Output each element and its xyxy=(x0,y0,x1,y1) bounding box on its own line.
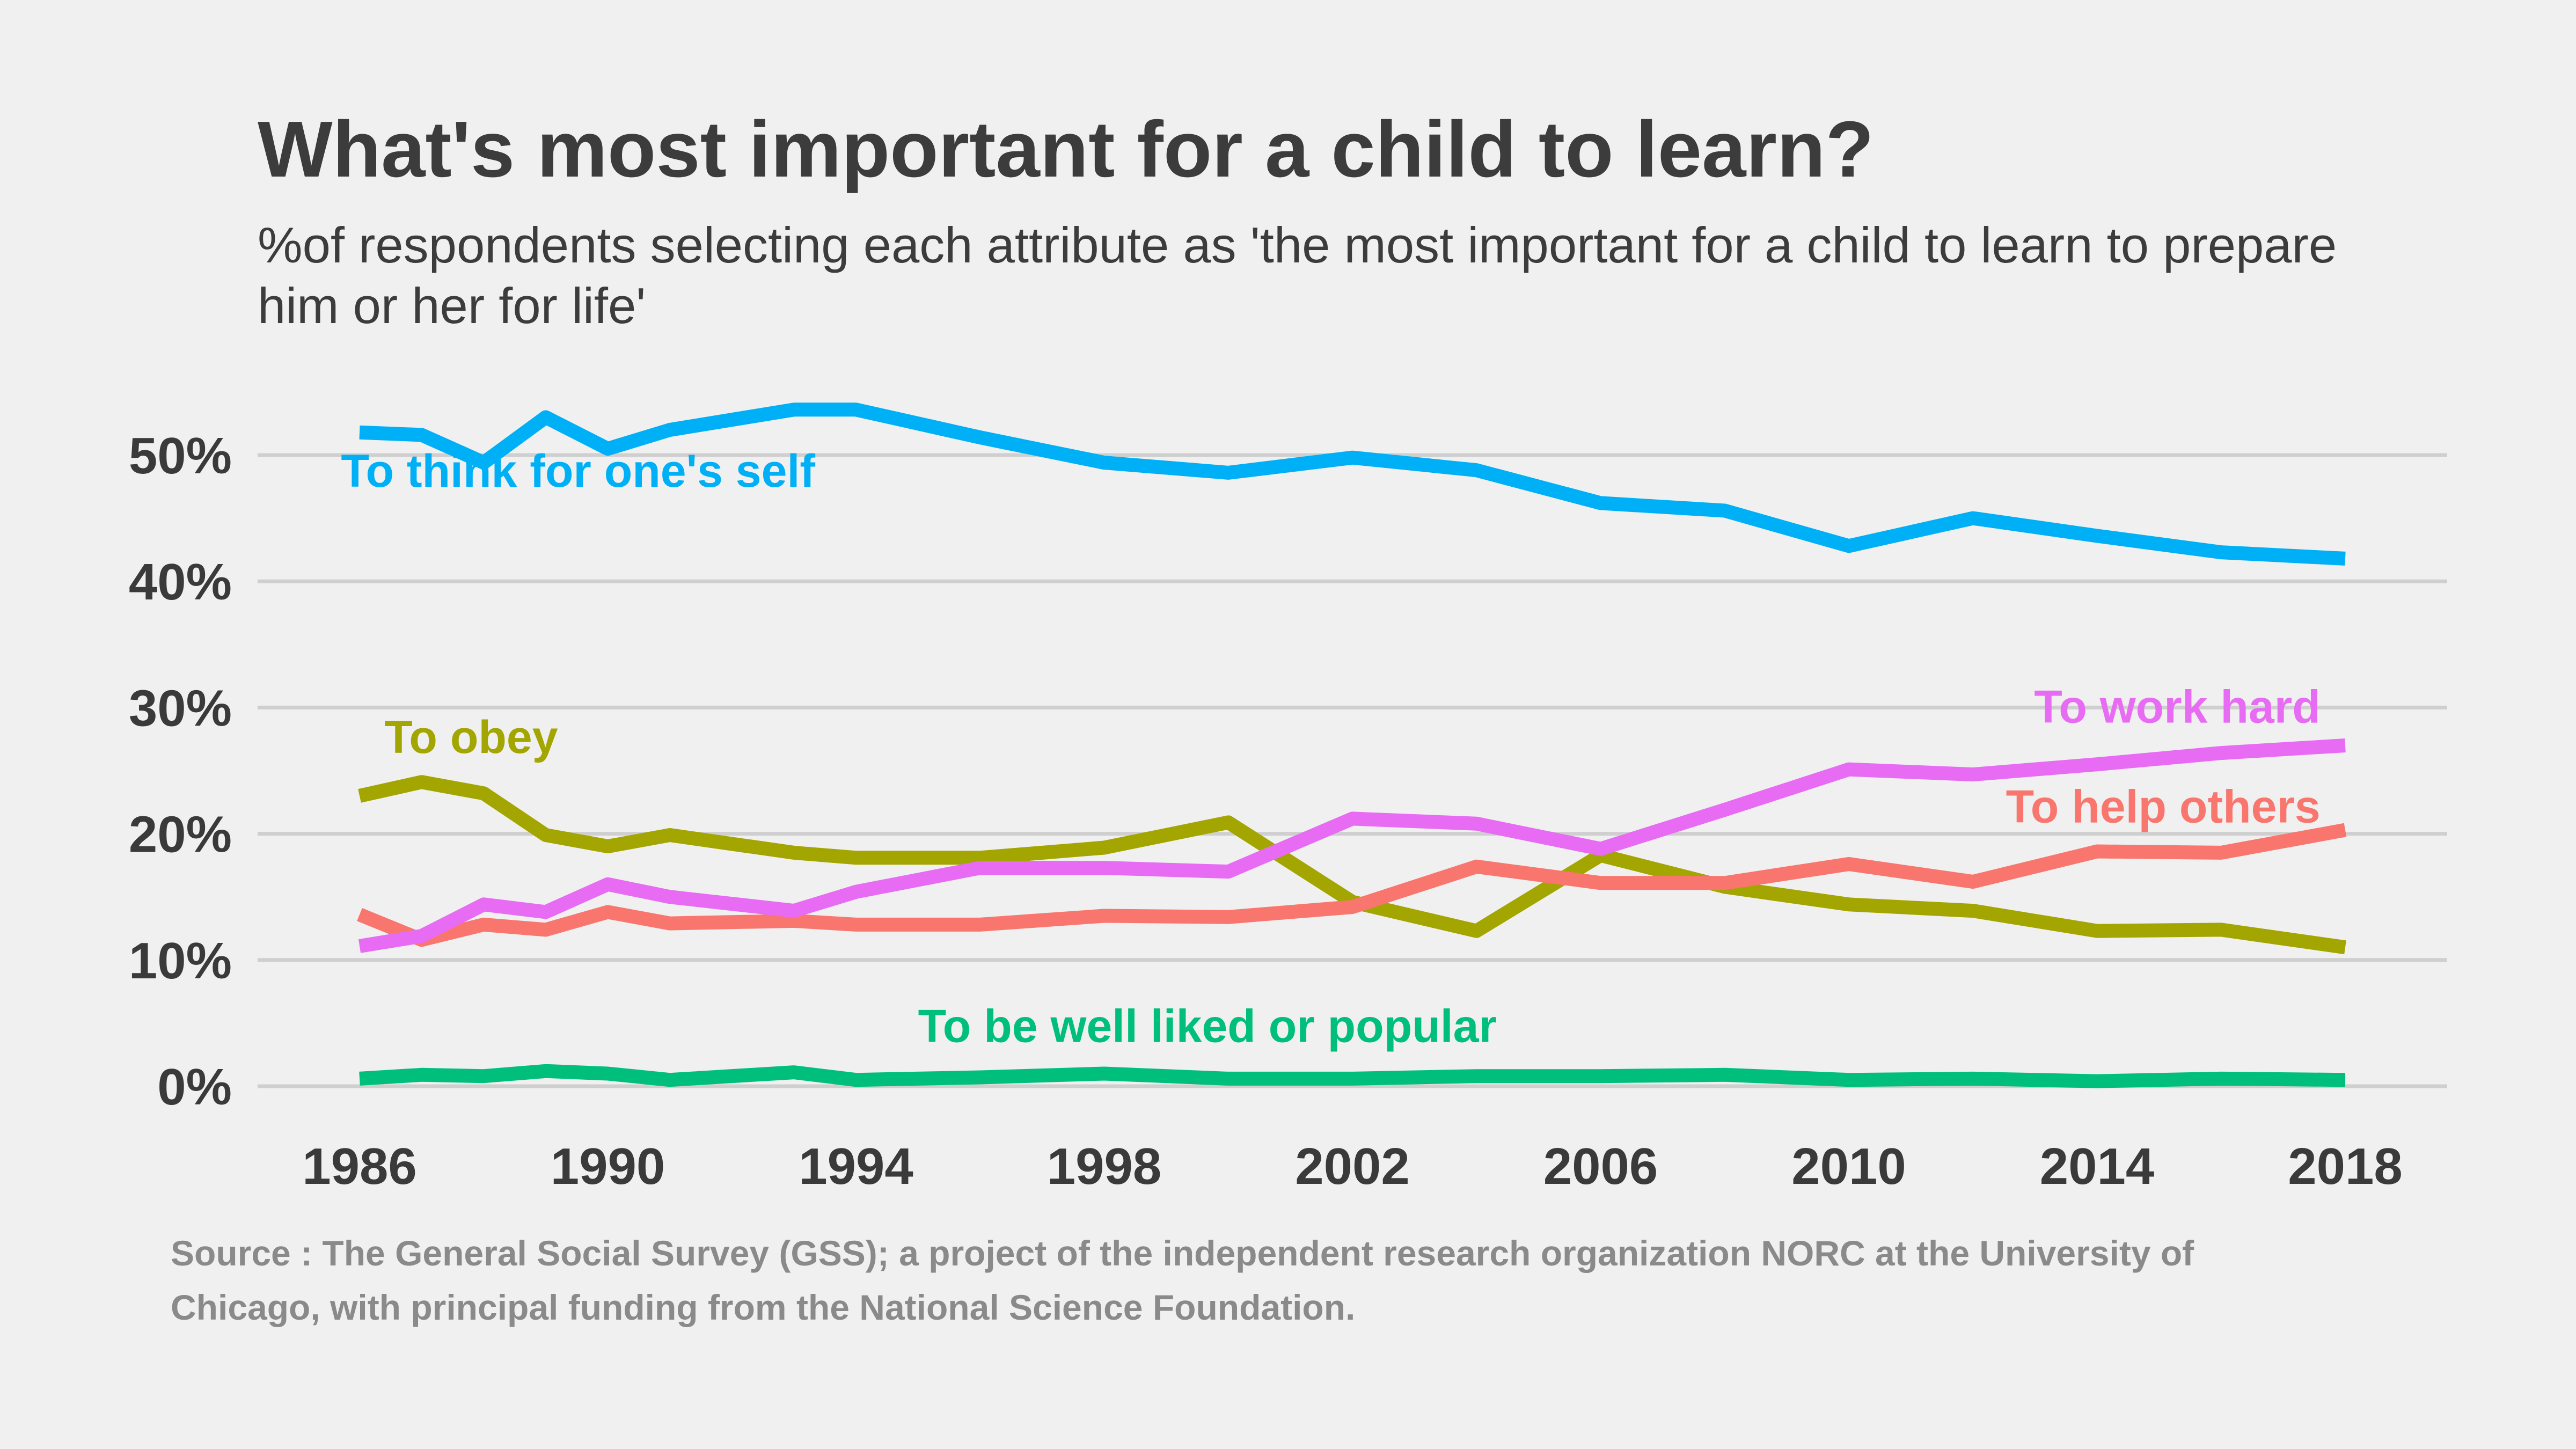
y-tick-label: 20% xyxy=(129,806,232,863)
series-line-4 xyxy=(359,1064,2346,1088)
series-label-3: To obey xyxy=(384,712,558,763)
y-tick-label: 50% xyxy=(129,427,232,485)
chart-title: What's most important for a child to lea… xyxy=(258,105,1874,194)
gridlines xyxy=(258,453,2447,1088)
y-axis-tick-labels: 0% 10% 20% 30% 40% 50% xyxy=(129,427,232,1116)
x-tick-label: 2006 xyxy=(1543,1138,1658,1195)
series-label-2: To help others xyxy=(2006,781,2321,832)
series-direct-labels: To think for one's self To work hard To he… xyxy=(341,445,2320,1052)
y-tick-label: 10% xyxy=(129,932,232,990)
x-tick-label: 2002 xyxy=(1295,1138,1410,1195)
x-tick-label: 2014 xyxy=(2040,1138,2155,1195)
series-lines xyxy=(357,402,2347,1088)
x-tick-label: 1998 xyxy=(1047,1138,1162,1195)
series-line-1 xyxy=(358,738,2346,953)
x-tick-label: 2018 xyxy=(2288,1138,2403,1195)
series-label-1: To work hard xyxy=(2034,682,2321,733)
chart-subtitle: %of respondents selecting each attribute… xyxy=(258,217,2337,334)
series-label-0: To think for one's self xyxy=(341,445,815,497)
series-line-0 xyxy=(359,402,2346,566)
y-tick-label: 30% xyxy=(129,679,232,737)
x-tick-label: 1994 xyxy=(799,1138,913,1195)
x-tick-label: 2010 xyxy=(1791,1138,1906,1195)
x-tick-label: 1986 xyxy=(302,1138,417,1195)
series-label-4: To be well liked or popular xyxy=(918,1001,1497,1052)
series-line-2 xyxy=(357,823,2347,947)
series-line-3 xyxy=(358,775,2346,955)
source-note: Source : The General Social Survey (GSS)… xyxy=(171,1233,2194,1327)
y-tick-label: 0% xyxy=(157,1058,232,1116)
y-tick-label: 40% xyxy=(129,553,232,611)
x-axis-tick-labels: 1986 1990 1994 1998 2002 2006 2010 2014 2018 xyxy=(302,1138,2403,1195)
x-tick-label: 1990 xyxy=(551,1138,665,1195)
